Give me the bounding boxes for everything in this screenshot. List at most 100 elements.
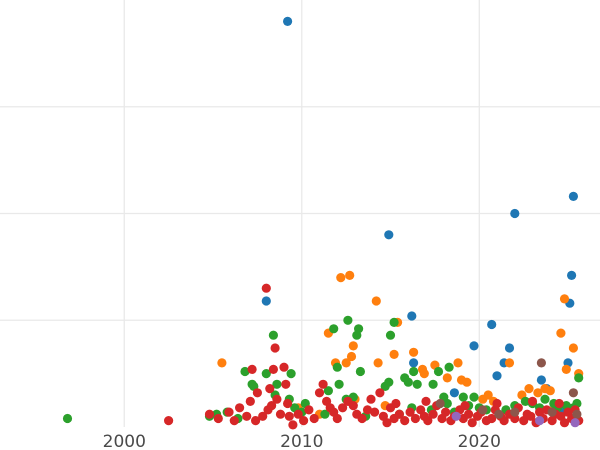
- data-point: [336, 273, 346, 283]
- data-point: [467, 418, 477, 428]
- data-point: [492, 398, 502, 409]
- data-point: [204, 409, 215, 419]
- data-point: [433, 366, 444, 377]
- data-point: [441, 407, 451, 417]
- data-point: [556, 328, 566, 338]
- data-point: [247, 364, 257, 374]
- data-point: [320, 409, 330, 419]
- data-point: [492, 371, 502, 381]
- data-point: [561, 364, 571, 374]
- data-point: [304, 405, 314, 415]
- data-point: [362, 405, 373, 415]
- data-point: [272, 379, 282, 389]
- data-point: [545, 386, 555, 396]
- data-point: [494, 409, 504, 419]
- data-point: [421, 396, 431, 406]
- data-point: [464, 409, 474, 419]
- data-point: [370, 407, 380, 417]
- data-point: [366, 394, 376, 404]
- data-point: [373, 358, 383, 368]
- data-point: [405, 407, 415, 417]
- data-point: [62, 413, 73, 424]
- data-point: [559, 418, 570, 428]
- data-point: [345, 270, 355, 280]
- data-point: [487, 413, 497, 424]
- data-point: [235, 403, 245, 413]
- x-tick-labels: 2000 2010 2020: [103, 432, 501, 450]
- data-point: [568, 191, 579, 201]
- data-point: [442, 373, 452, 383]
- data-point: [547, 407, 557, 417]
- grid-lines: [0, 0, 600, 427]
- data-point: [510, 413, 520, 424]
- data-point: [338, 403, 348, 413]
- data-point: [286, 369, 296, 379]
- data-point: [389, 317, 399, 327]
- data-point: [428, 379, 438, 389]
- data-point: [458, 392, 468, 402]
- x-tick-label: 2000: [103, 432, 146, 450]
- data-point: [533, 388, 543, 398]
- data-point: [384, 230, 394, 240]
- data-point: [559, 294, 570, 304]
- data-point: [270, 343, 280, 353]
- data-point: [391, 398, 401, 409]
- data-point: [526, 411, 536, 421]
- data-point: [323, 386, 333, 396]
- data-point: [568, 343, 579, 353]
- series-5: [451, 411, 580, 428]
- data-point: [217, 358, 227, 368]
- data-point: [536, 375, 547, 385]
- data-point: [403, 377, 413, 387]
- data-point: [229, 416, 239, 426]
- data-point: [240, 366, 250, 377]
- data-point: [453, 358, 463, 368]
- data-point: [449, 388, 459, 398]
- data-point: [258, 411, 268, 421]
- data-point: [213, 413, 223, 424]
- data-point: [288, 420, 298, 430]
- data-point: [510, 407, 520, 417]
- data-point: [283, 398, 293, 409]
- data-point: [423, 416, 433, 426]
- data-point: [409, 347, 419, 357]
- data-point: [394, 409, 404, 419]
- data-point: [265, 384, 275, 394]
- data-point: [299, 416, 309, 426]
- data-point: [314, 388, 325, 398]
- data-point: [334, 379, 344, 389]
- data-point: [451, 411, 461, 421]
- data-point: [499, 416, 509, 426]
- data-point: [412, 379, 422, 389]
- data-point: [343, 315, 353, 325]
- data-point: [428, 409, 438, 419]
- data-point: [164, 416, 174, 426]
- data-point: [261, 296, 271, 306]
- data-point: [309, 413, 319, 424]
- data-point: [536, 358, 547, 368]
- series-0: [261, 16, 579, 415]
- data-point: [409, 358, 419, 368]
- data-point: [382, 418, 392, 428]
- data-point: [261, 283, 271, 293]
- x-tick-label: 2010: [280, 432, 323, 450]
- data-point: [354, 324, 364, 334]
- data-point: [504, 343, 515, 353]
- data-point: [267, 401, 277, 411]
- data-point: [567, 270, 577, 280]
- data-point: [527, 396, 538, 406]
- data-point: [389, 349, 399, 359]
- data-point: [487, 319, 497, 330]
- data-point: [385, 330, 396, 340]
- data-point: [371, 296, 381, 306]
- data-point: [341, 358, 351, 368]
- data-point: [268, 330, 278, 340]
- data-point: [348, 401, 358, 411]
- data-point: [224, 407, 234, 417]
- data-point: [357, 413, 367, 424]
- data-point: [554, 398, 564, 409]
- data-point: [348, 341, 358, 351]
- data-point: [272, 394, 282, 404]
- data-point: [410, 413, 420, 424]
- data-point: [245, 396, 255, 406]
